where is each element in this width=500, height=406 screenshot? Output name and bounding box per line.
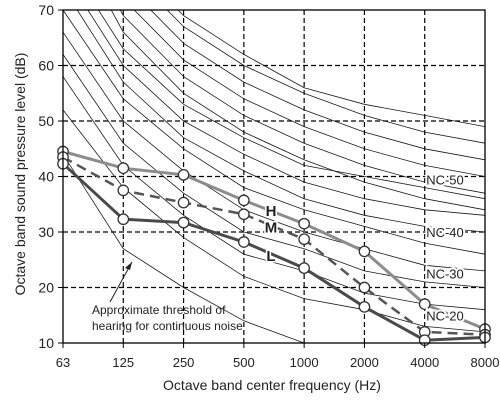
nc-curve — [63, 31, 485, 272]
series-line-L — [61, 162, 486, 342]
series-point-L — [298, 262, 310, 274]
y-axis-label: Octave band sound pressure level (dB) — [12, 53, 28, 296]
x-tick-label: 8000 — [471, 355, 500, 370]
series-point-M — [298, 233, 310, 246]
nc-curve — [87, 10, 485, 216]
x-tick-label: 4000 — [410, 355, 439, 370]
nc-curve-label: NC-40 — [426, 225, 464, 240]
series-point-M — [117, 184, 130, 197]
series-point-H — [298, 217, 310, 230]
nc-curve — [97, 10, 485, 200]
y-tick-label: 70 — [38, 2, 54, 18]
nc-curves — [63, 10, 485, 333]
nc-labels: NC-50 NC-40 NC-30 NC-20 — [424, 170, 466, 325]
x-tick-label: 63 — [56, 355, 70, 370]
x-tick-label: 125 — [112, 355, 134, 370]
y-tick-label: 40 — [38, 169, 54, 185]
nc-curve-label: NC-30 — [426, 267, 464, 282]
nc-curve — [177, 10, 485, 127]
plot-frame — [58, 9, 486, 348]
series-point-H — [117, 162, 130, 175]
threshold-annotation-line1: Approximate threshold of — [92, 303, 226, 317]
nc-curve — [150, 10, 485, 161]
threshold-annotation-line2: hearing for continuous noise — [92, 319, 243, 333]
x-tick-label: 250 — [173, 355, 195, 370]
y-tick-labels: 10 20 30 40 50 60 70 — [38, 2, 54, 351]
series-point-L — [117, 213, 130, 226]
series-point-H — [238, 194, 250, 207]
y-tick-label: 60 — [38, 58, 54, 74]
hearing-threshold — [63, 154, 305, 343]
nc-curve — [63, 54, 485, 288]
series-line-M — [62, 156, 486, 336]
nc-curve — [63, 76, 485, 311]
series-label-L: L — [266, 248, 275, 265]
series-point-M — [177, 196, 190, 209]
y-tick-label: 30 — [38, 224, 54, 240]
series-point-H — [418, 298, 431, 310]
nc-curve — [76, 10, 485, 233]
series-label-H: H — [266, 203, 277, 220]
nc-curve — [63, 10, 485, 255]
nc-curve-label: NC-20 — [426, 308, 464, 323]
series-point-M — [358, 281, 371, 294]
series-point-L — [177, 216, 190, 229]
x-tick-label: 500 — [233, 355, 255, 370]
y-tick-label: 10 — [38, 335, 54, 351]
series-line-H — [62, 150, 486, 331]
series-point-H — [358, 245, 371, 258]
series-point-L — [358, 301, 371, 313]
y-tick-label: 20 — [38, 280, 54, 296]
series-label-M: M — [265, 220, 278, 237]
nc-curve — [110, 10, 485, 211]
grid — [63, 10, 485, 343]
x-tick-label: 2000 — [350, 355, 379, 370]
series-point-H — [177, 168, 190, 181]
x-axis-label: Octave band center frequency (Hz) — [163, 377, 381, 393]
nc-curve — [119, 10, 485, 194]
nc-curve-label: NC-50 — [426, 172, 464, 187]
series-labels: HML — [263, 202, 279, 267]
nc-curve — [133, 10, 485, 177]
y-tick-label: 50 — [38, 113, 54, 129]
threshold-annotation-arrowhead — [125, 262, 132, 270]
x-tick-label: 1000 — [290, 355, 319, 370]
series-point-L — [238, 236, 250, 248]
threshold-curve — [63, 154, 305, 343]
series-point-M — [238, 208, 250, 221]
nc-curve — [166, 10, 485, 144]
nc-curve — [63, 109, 485, 333]
x-tick-labels: 63 125 250 500 1000 2000 4000 8000 — [56, 355, 500, 370]
